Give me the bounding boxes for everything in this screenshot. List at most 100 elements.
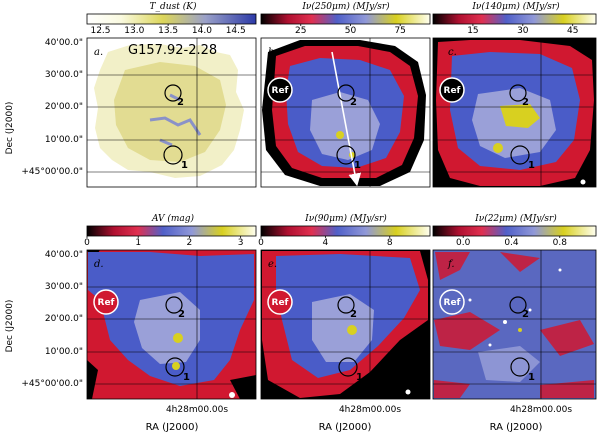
map-lavender	[310, 92, 380, 160]
clump-circle-1	[338, 357, 358, 377]
map-yellow	[347, 325, 357, 335]
ref-label: Ref	[444, 298, 461, 308]
panel-letter: d.	[94, 259, 104, 270]
clump-circle-2	[165, 296, 183, 314]
colorbar	[432, 225, 597, 237]
colorbar	[260, 225, 431, 237]
star	[488, 343, 492, 347]
colorbar-tick-label: 2	[187, 238, 193, 248]
coordinate-grid	[433, 250, 596, 399]
x-axis-label: RA (J2000)	[490, 422, 543, 433]
y-tick-label: 40'00.0"	[45, 250, 83, 260]
clump-label-2: 2	[178, 309, 185, 320]
clump-circle-2	[509, 84, 527, 102]
ref-label: Ref	[272, 298, 289, 308]
clump-label-1: 1	[528, 372, 535, 383]
clump-circle-1	[510, 145, 530, 165]
colorbar-title: Iν(90μm) (MJy/sr)	[304, 213, 387, 224]
colorbar-ticks: 0.0 0.4 0.8	[456, 236, 567, 248]
panel-d-av: AV (mag) 0 1 2 3 d. Ref 2 1	[84, 213, 257, 400]
colorbar	[86, 13, 257, 25]
y-tick-label: 10'00.0"	[45, 135, 83, 145]
colorbar-tick-label: 3	[238, 238, 244, 248]
ref-circle	[439, 77, 465, 103]
clump-label-1: 1	[181, 160, 188, 171]
clump-circle-2	[337, 296, 355, 314]
panel-letter: a.	[94, 47, 103, 58]
star	[503, 320, 507, 324]
star	[518, 328, 522, 332]
y-ticks-row-1: 40'00.0" 30'00.0" 20'00.0" 10'00.0" +45°…	[21, 38, 83, 177]
colorbar-tick-label: 75	[394, 26, 405, 36]
coordinate-grid	[261, 250, 430, 399]
bright-spot	[229, 392, 235, 398]
x-tick-label: 4h28m00.00s	[339, 405, 401, 415]
colorbar-tick-label: 45	[567, 26, 578, 36]
clump-circle-2	[164, 84, 182, 102]
ref-label: Ref	[272, 86, 289, 96]
colorbar-title: T_dust (K)	[150, 1, 197, 12]
star	[528, 308, 532, 312]
clump-circle-2	[509, 296, 527, 314]
star	[558, 268, 562, 272]
colorbar	[86, 225, 257, 237]
panel-letter: c.	[448, 47, 457, 58]
clump-label-2: 2	[522, 309, 529, 320]
colorbar-ticks: 15 30 45	[467, 24, 578, 36]
panel-letter: e.	[268, 259, 277, 270]
colorbar-tick-label: 0	[84, 238, 90, 248]
clump-label-1: 1	[354, 160, 361, 171]
colorbar-tick-label: 1	[135, 238, 141, 248]
bright-spot	[336, 131, 344, 139]
panel-e-90um: Iν(90μm) (MJy/sr) 0 4 8 e. Ref 2 1	[258, 213, 431, 400]
colorbar-tick-label: 4	[323, 238, 329, 248]
map-yellow	[500, 104, 540, 128]
panel-letter: b.	[268, 47, 278, 58]
y-axis-label-bottom: Dec (J2000)	[5, 300, 15, 353]
y-tick-label: 30'00.0"	[45, 70, 83, 80]
clump-circle-1	[336, 145, 356, 165]
coordinate-grid	[87, 250, 256, 399]
y-tick-label: 40'00.0"	[45, 38, 83, 48]
clump-label-2: 2	[350, 97, 357, 108]
clump-label-1: 1	[183, 372, 190, 383]
coordinate-grid	[87, 38, 256, 187]
ref-label: Ref	[98, 298, 115, 308]
map-lavender	[312, 294, 374, 362]
ref-label: Ref	[444, 86, 461, 96]
colorbar-title: Iν(140μm) (MJy/sr)	[471, 1, 560, 12]
colorbar-tick-label: 14.0	[192, 26, 212, 36]
y-ticks-row-2: 40'00.0" 30'00.0" 20'00.0" 10'00.0" +45°…	[21, 250, 83, 389]
colorbar-ticks: 0 1 2 3	[84, 236, 244, 248]
y-tick-label: 20'00.0"	[45, 314, 83, 324]
x-tick-label: 4h28m00.00s	[510, 405, 572, 415]
colorbar-tick-label: 25	[295, 26, 306, 36]
panel-c-140um: Iν(140μm) (MJy/sr) 15 30 45 c. Ref 2 1	[432, 1, 597, 188]
colorbar-tick-label: 50	[345, 26, 357, 36]
y-tick-label: +45°00'00.0"	[21, 379, 83, 389]
x-axis-label: RA (J2000)	[319, 422, 372, 433]
colorbar-tick-label: 12.5	[90, 26, 110, 36]
bright-spot	[580, 179, 586, 185]
y-axis-label-top: Dec (J2000)	[5, 102, 15, 155]
colorbar-title: AV (mag)	[151, 213, 195, 224]
clump-label-2: 2	[522, 97, 529, 108]
map-yellow	[493, 143, 503, 153]
map-yellow	[173, 333, 183, 343]
clump-label-1: 1	[356, 372, 363, 383]
clump-label-1: 1	[528, 160, 535, 171]
colorbar-ticks: 0 4 8	[258, 236, 393, 248]
clump-label-2: 2	[350, 309, 357, 320]
map-lavender	[478, 346, 540, 382]
colorbar	[260, 13, 431, 25]
map-yellow	[172, 362, 180, 370]
ref-circle	[267, 77, 293, 103]
bright-spot	[405, 389, 411, 395]
colorbar-title: Iν(250μm) (MJy/sr)	[301, 1, 390, 12]
direction-arrow	[331, 51, 362, 187]
colorbar-ticks: 12.5 13.0 13.5 14.0 14.5	[90, 24, 246, 36]
map-red-patches	[434, 252, 594, 398]
panel-b-250um: Iν(250μm) (MJy/sr) 25 50 75 b. Ref 2 1	[260, 1, 431, 188]
coordinate-grid	[261, 38, 430, 187]
